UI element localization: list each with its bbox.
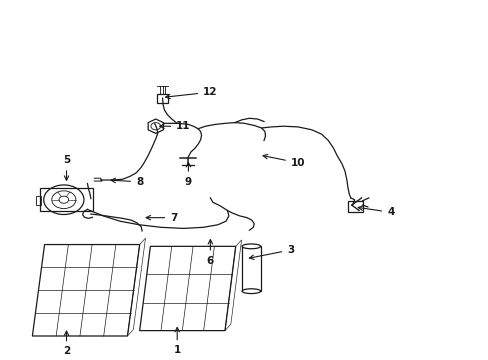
Text: 2: 2	[63, 331, 70, 356]
Bar	[36, 196, 41, 204]
Text: 8: 8	[111, 177, 143, 187]
Text: 4: 4	[357, 206, 394, 217]
Bar	[347, 201, 362, 212]
Text: 10: 10	[263, 154, 305, 168]
Text: 7: 7	[146, 213, 177, 222]
Bar	[242, 246, 260, 291]
Text: 5: 5	[63, 155, 70, 180]
Text: 12: 12	[165, 87, 217, 99]
Bar	[40, 188, 93, 211]
Text: 3: 3	[249, 245, 294, 260]
Bar	[157, 94, 168, 103]
Text: 6: 6	[206, 240, 214, 266]
Ellipse shape	[242, 244, 260, 249]
Text: 11: 11	[160, 121, 190, 131]
Text: 1: 1	[173, 328, 181, 355]
Ellipse shape	[242, 289, 260, 293]
Text: 9: 9	[184, 162, 192, 187]
